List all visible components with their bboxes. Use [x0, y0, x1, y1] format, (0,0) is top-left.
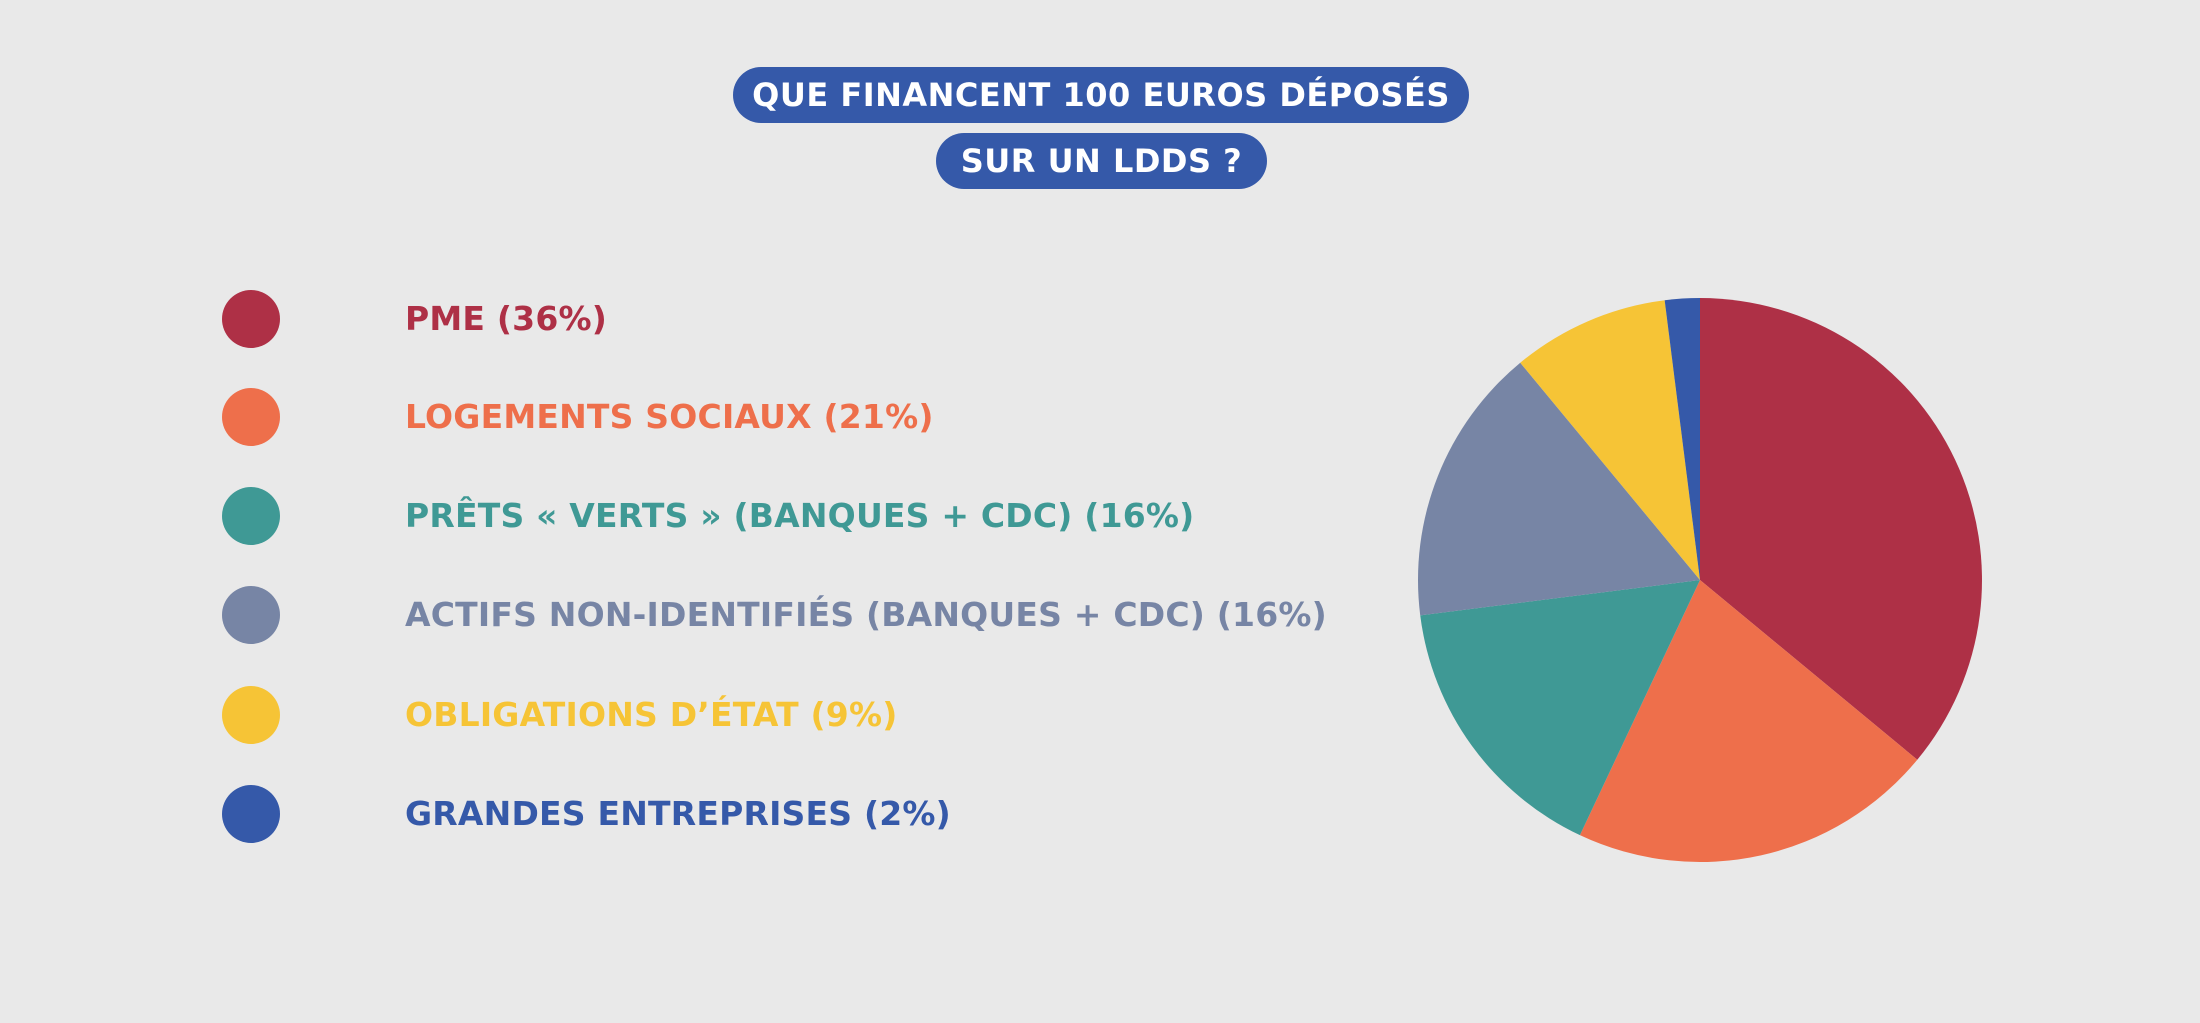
legend-text-prets-verts: PRÊTS « VERTS » (BANQUES + CDC) — [405, 496, 1073, 535]
legend-dot-obligations-etat — [222, 686, 280, 744]
legend-item-actifs-non-identifies: ACTIFS NON-IDENTIFIÉS (BANQUES + CDC) (1… — [222, 586, 1327, 644]
legend-percent-actifs-non-identifies: (16%) — [1216, 595, 1327, 634]
legend-label-obligations-etat: OBLIGATIONS D’ÉTAT (9%) — [405, 686, 898, 744]
legend-dot-pme — [222, 290, 280, 348]
pie-slice-prets-verts — [1420, 580, 1700, 836]
legend-item-pme: PME (36%) — [222, 290, 607, 348]
legend-percent-pme: (36%) — [496, 299, 608, 338]
legend-percent-prets-verts: (16%) — [1084, 496, 1195, 535]
legend-text-actifs-non-identifies: ACTIFS NON-IDENTIFIÉS (BANQUES + CDC) — [405, 595, 1206, 634]
legend-label-prets-verts: PRÊTS « VERTS » (BANQUES + CDC) (16%) — [405, 487, 1194, 545]
pie-slice-grandes-entreprises — [1664, 298, 1700, 580]
legend-label-pme: PME (36%) — [405, 290, 607, 348]
legend-dot-prets-verts — [222, 487, 280, 545]
pie-slice-pme — [1700, 298, 1982, 760]
legend-text-grandes-entreprises: GRANDES ENTREPRISES — [405, 794, 853, 833]
legend-item-obligations-etat: OBLIGATIONS D’ÉTAT (9%) — [222, 686, 897, 744]
legend-percent-logements-sociaux: (21%) — [823, 397, 934, 436]
legend-dot-logements-sociaux — [222, 388, 280, 446]
legend-dot-actifs-non-identifies — [222, 586, 280, 644]
legend-item-grandes-entreprises: GRANDES ENTREPRISES (2%) — [222, 785, 951, 843]
legend-item-logements-sociaux: LOGEMENTS SOCIAUX (21%) — [222, 388, 933, 446]
legend-percent-grandes-entreprises: (2%) — [863, 794, 951, 833]
chart-title-line-1: QUE FINANCENT 100 EUROS DÉPOSÉS — [733, 67, 1469, 123]
legend-label-grandes-entreprises: GRANDES ENTREPRISES (2%) — [405, 785, 951, 843]
legend-text-obligations-etat: OBLIGATIONS D’ÉTAT — [405, 695, 799, 734]
legend-text-logements-sociaux: LOGEMENTS SOCIAUX — [405, 397, 812, 436]
legend-label-logements-sociaux: LOGEMENTS SOCIAUX (21%) — [405, 388, 934, 446]
legend-dot-grandes-entreprises — [222, 785, 280, 843]
pie-chart — [1417, 298, 1982, 862]
legend-text-pme: PME — [405, 299, 486, 338]
pie-slice-logements-sociaux — [1579, 580, 1918, 862]
legend-item-prets-verts: PRÊTS « VERTS » (BANQUES + CDC) (16%) — [222, 487, 1194, 545]
pie-slice-actifs-non-identifies — [1417, 362, 1700, 616]
legend-percent-obligations-etat: (9%) — [810, 695, 898, 734]
chart-title-line-2: SUR UN LDDS ? — [936, 133, 1267, 189]
pie-slice-obligations-etat — [1520, 300, 1700, 580]
legend-label-actifs-non-identifies: ACTIFS NON-IDENTIFIÉS (BANQUES + CDC) (1… — [405, 586, 1327, 644]
